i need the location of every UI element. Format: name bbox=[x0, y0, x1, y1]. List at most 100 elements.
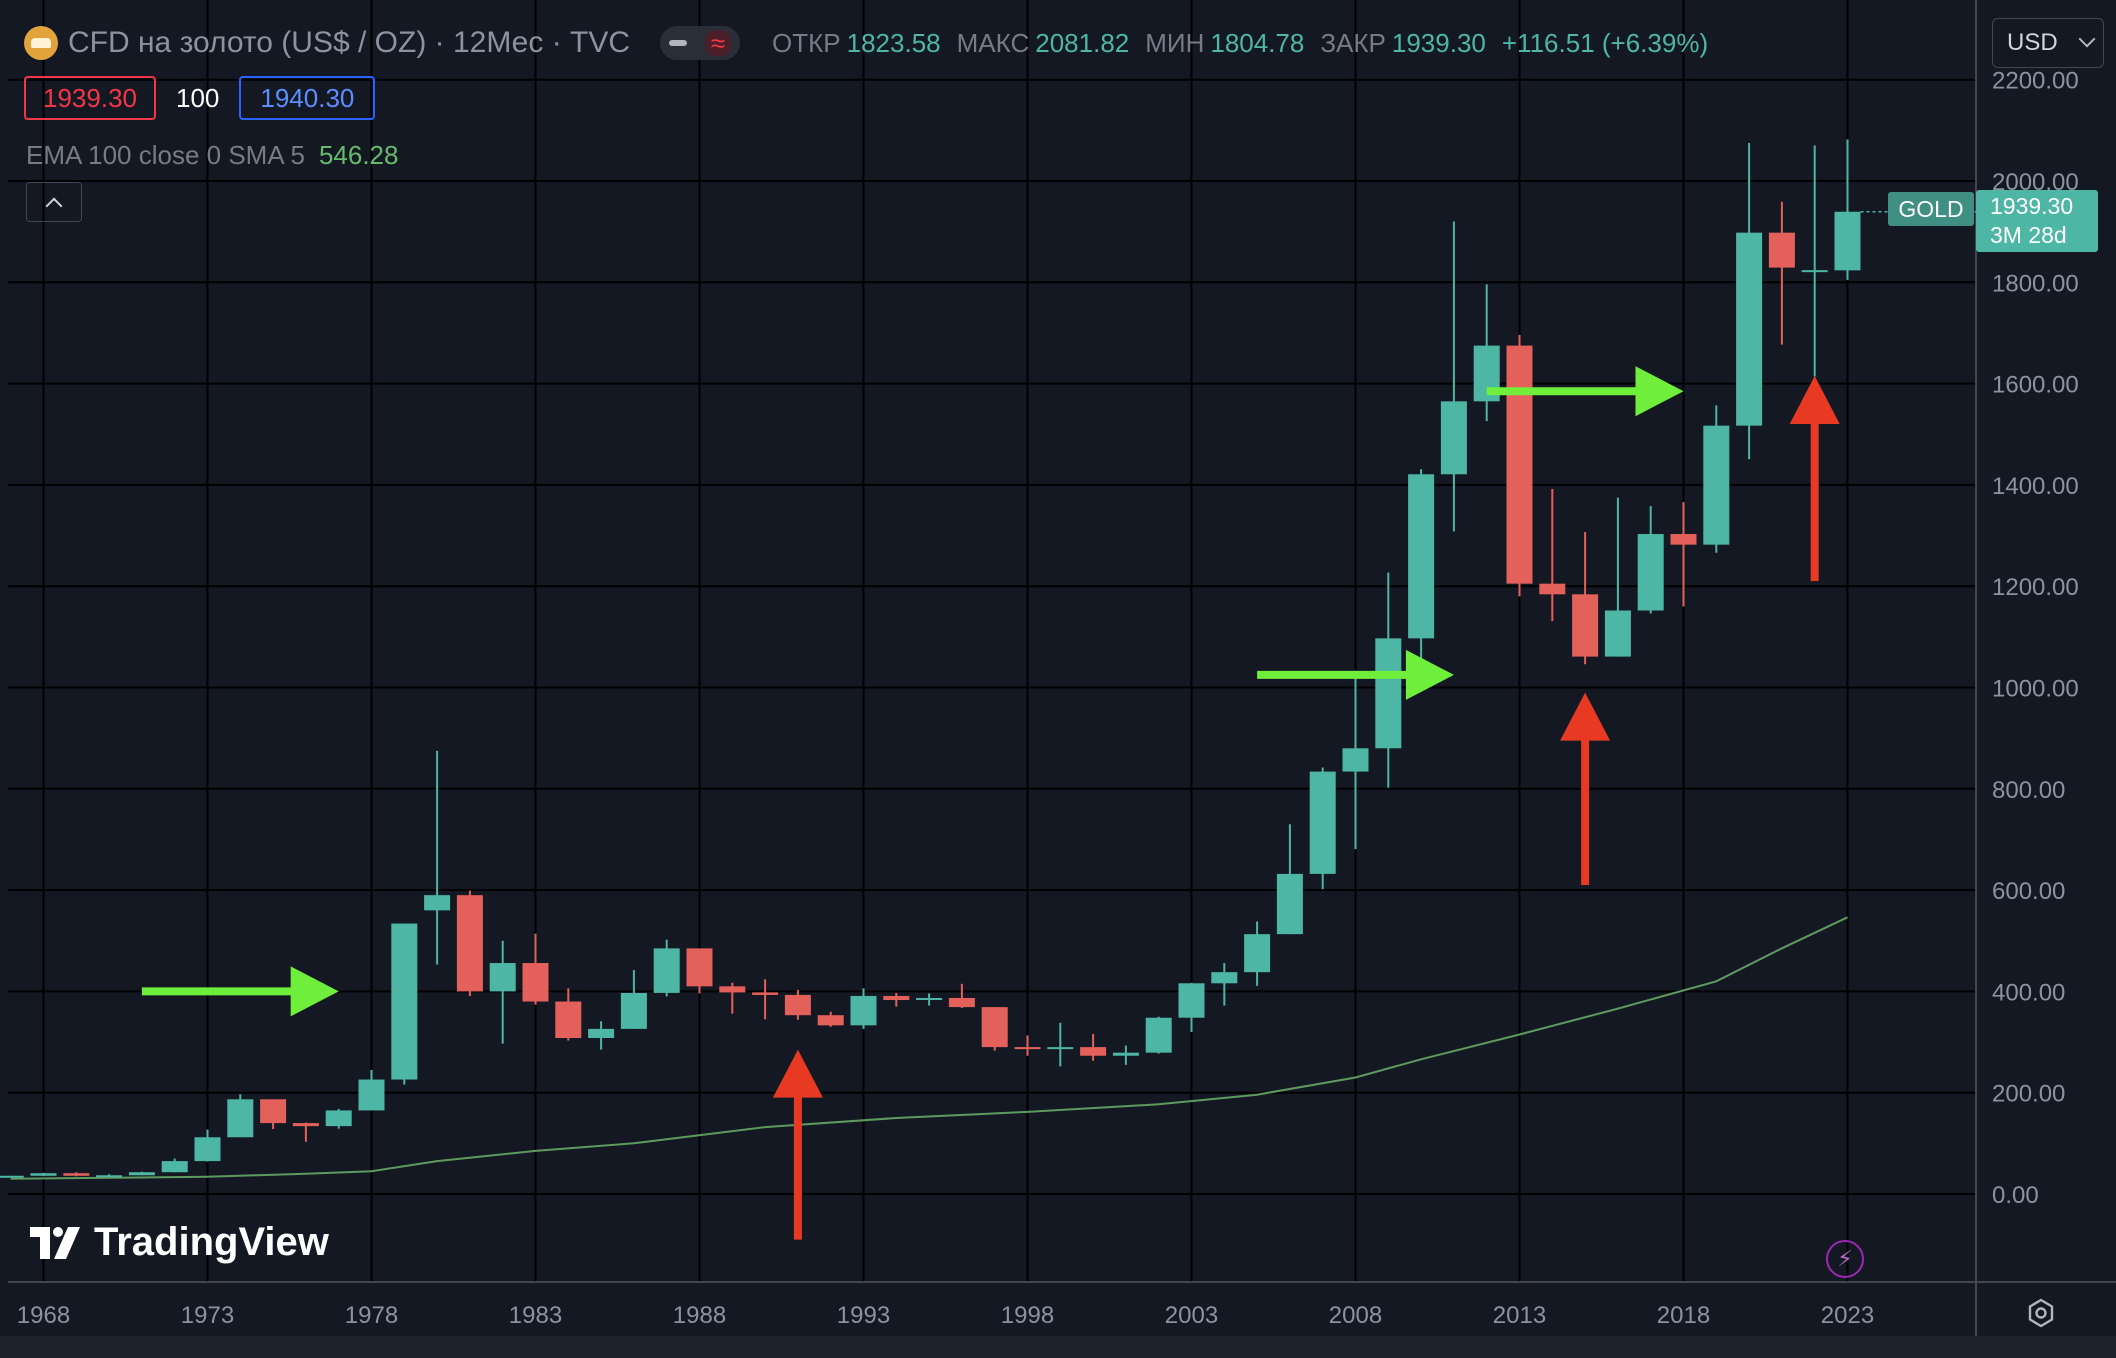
time-tick-label: 2018 bbox=[1657, 1302, 1710, 1329]
arrow-head bbox=[1405, 649, 1454, 700]
candle-body bbox=[128, 1172, 155, 1176]
candle bbox=[1178, 982, 1205, 1032]
candle-body bbox=[555, 1001, 582, 1038]
time-tick-label: 1988 bbox=[673, 1302, 726, 1329]
candle bbox=[1506, 334, 1533, 597]
candle-body bbox=[1736, 232, 1763, 426]
chevron-down-icon bbox=[2078, 30, 2096, 48]
price-tick-label: 800.00 bbox=[1992, 777, 2065, 804]
candle-body bbox=[1047, 1047, 1074, 1050]
time-tick-label: 2023 bbox=[1821, 1302, 1874, 1329]
candle bbox=[489, 940, 516, 1044]
price-tick-label: 1200.00 bbox=[1992, 574, 2079, 601]
candle-body bbox=[948, 997, 975, 1008]
candle bbox=[948, 983, 975, 1009]
candle-body bbox=[63, 1173, 90, 1176]
candle bbox=[1375, 572, 1402, 788]
quantity-value[interactable]: 100 bbox=[176, 82, 220, 113]
high-value: 2081.82 bbox=[1035, 27, 1130, 58]
candle-body bbox=[1145, 1017, 1172, 1053]
candle-body bbox=[883, 995, 910, 1001]
candle bbox=[1244, 921, 1271, 986]
currency-select[interactable]: USD bbox=[1992, 18, 2104, 68]
candle-body bbox=[456, 895, 483, 992]
collapse-legend-button[interactable] bbox=[26, 182, 82, 222]
candle bbox=[96, 1174, 123, 1178]
candle-body bbox=[1801, 270, 1828, 273]
candle bbox=[1572, 532, 1599, 665]
candle bbox=[1539, 488, 1566, 622]
candle bbox=[292, 1122, 319, 1142]
candle bbox=[1145, 1016, 1172, 1054]
wave-icon[interactable]: ≈ bbox=[704, 30, 732, 56]
candle-body bbox=[358, 1079, 385, 1111]
candle-body bbox=[686, 948, 713, 987]
lightning-icon[interactable]: ⚡ bbox=[1826, 1240, 1864, 1278]
candle-body bbox=[1375, 638, 1402, 749]
candle-body bbox=[522, 963, 549, 1002]
change-value: +116.51 (+6.39%) bbox=[1501, 27, 1709, 58]
last-price: 1939.30 bbox=[1990, 193, 2074, 219]
time-tick-label: 2013 bbox=[1493, 1302, 1546, 1329]
candle-body bbox=[1440, 401, 1467, 475]
candle-body bbox=[1572, 594, 1599, 657]
symbol-header[interactable]: CFD на золото (US$ / OZ) · 12Мес · TVC ≈… bbox=[24, 18, 1718, 68]
chart-mode-toggle[interactable]: ≈ bbox=[660, 26, 741, 60]
candle-body bbox=[1080, 1047, 1107, 1056]
candle bbox=[686, 948, 713, 994]
candle bbox=[1080, 1033, 1107, 1061]
candles bbox=[0, 139, 1861, 1178]
time-tick-label: 2008 bbox=[1329, 1302, 1382, 1329]
time-tick-label: 1998 bbox=[1001, 1302, 1054, 1329]
candle-body bbox=[981, 1007, 1008, 1048]
green-arrow-right bbox=[1257, 649, 1454, 700]
tradingview-logo[interactable]: TradingView bbox=[30, 1220, 329, 1265]
candle-body bbox=[1703, 425, 1730, 545]
price-tick-label: 1400.00 bbox=[1992, 473, 2079, 500]
candle bbox=[522, 933, 549, 1005]
arrow-head bbox=[1560, 692, 1611, 741]
low-value: 1804.78 bbox=[1210, 27, 1305, 58]
price-tick-label: 1000.00 bbox=[1992, 676, 2079, 703]
candle-body bbox=[719, 986, 746, 993]
candle-body bbox=[588, 1028, 615, 1038]
price-tick-label: 1600.00 bbox=[1992, 372, 2079, 399]
candle bbox=[883, 992, 910, 1007]
price-tick-label: 0.00 bbox=[1992, 1182, 2039, 1209]
candle-body bbox=[1768, 232, 1795, 268]
candle bbox=[456, 890, 483, 996]
candle bbox=[620, 970, 647, 1029]
gold-symbol-icon bbox=[24, 26, 58, 60]
annotations bbox=[141, 366, 1840, 1240]
bottom-strip bbox=[0, 1336, 2116, 1358]
arrow-head bbox=[1635, 366, 1684, 417]
candle-body bbox=[1670, 534, 1697, 545]
candle bbox=[1670, 502, 1697, 607]
settings-gear-icon[interactable] bbox=[2026, 1298, 2056, 1328]
minus-icon[interactable] bbox=[668, 40, 687, 46]
buy-button[interactable]: 1940.30 bbox=[239, 76, 376, 120]
candle bbox=[752, 979, 779, 1020]
candle bbox=[588, 1021, 615, 1050]
candle bbox=[1047, 1022, 1074, 1067]
sell-button[interactable]: 1939.30 bbox=[24, 76, 156, 120]
indicator-value: 546.28 bbox=[318, 140, 399, 170]
symbol-title[interactable]: CFD на золото (US$ / OZ) · 12Мес · TVC bbox=[68, 26, 631, 59]
high-label: МАКС bbox=[956, 27, 1030, 58]
candle bbox=[128, 1171, 155, 1176]
time-tick-label: 1983 bbox=[509, 1302, 562, 1329]
candle-body bbox=[1539, 583, 1566, 595]
candle bbox=[358, 1069, 385, 1111]
candle-body bbox=[161, 1161, 188, 1173]
candle-body bbox=[752, 992, 779, 995]
candle-body bbox=[489, 963, 516, 992]
indicator-legend[interactable]: EMA 100 close 0 SMA 5 546.28 bbox=[26, 140, 398, 171]
candle-body bbox=[227, 1099, 254, 1138]
candle-body bbox=[1408, 474, 1435, 639]
trade-panel: 1939.30 100 1940.30 bbox=[24, 76, 376, 120]
price-tick-label: 400.00 bbox=[1992, 979, 2065, 1006]
arrow-head bbox=[1789, 376, 1840, 425]
bar-countdown: 3M 28d bbox=[1990, 222, 2067, 248]
candle bbox=[1440, 221, 1467, 532]
